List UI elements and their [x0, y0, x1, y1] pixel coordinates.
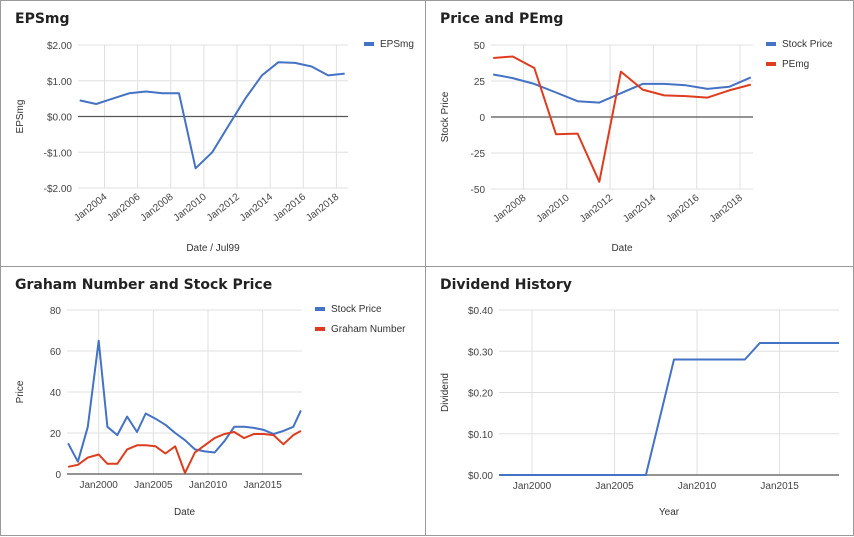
- chart-title: EPSmg: [15, 11, 70, 27]
- x-tick-label: Jan2010: [189, 480, 228, 491]
- x-tick-label: Jan2000: [80, 480, 119, 491]
- chart-svg-epsmg: $2.00$1.00$0.00-$1.00-$2.00Jan2004Jan200…: [15, 39, 414, 254]
- y-tick-label: 0: [479, 113, 485, 124]
- y-axis-label: Dividend: [440, 373, 451, 412]
- series-line: [67, 430, 302, 474]
- legend-swatch: [315, 327, 325, 331]
- y-tick-label: $0.00: [468, 471, 493, 482]
- chart-panel-price-pemg: Price and PEmg 50 25 0 -25 -50 Jan2008 Jan2010…: [425, 0, 854, 268]
- y-axis-label: Stock Price: [440, 91, 451, 142]
- y-tick-label: 50: [474, 41, 486, 52]
- series-line: [79, 61, 345, 170]
- y-axis-label: Price: [15, 380, 26, 403]
- chart-svg-dividend: $0.40 $0.30 $0.20 $0.10 $0.00 Jan2000 Jan2005 J…: [440, 306, 839, 518]
- legend-label: Graham Number: [331, 324, 406, 335]
- x-tick-label: Jan2015: [243, 480, 282, 491]
- legend-label: PEmg: [782, 59, 809, 70]
- x-tick-label: Jan2012: [578, 192, 615, 225]
- x-tick-label: Jan2005: [134, 480, 173, 491]
- x-tick-label: Jan2018: [304, 191, 341, 224]
- x-tick-label: Jan2010: [172, 191, 209, 224]
- y-tick-label: $2.00: [47, 41, 72, 52]
- chart-title: Dividend History: [440, 277, 572, 293]
- x-tick-label: Jan2016: [271, 191, 308, 224]
- x-tick-label: Jan2006: [105, 191, 142, 224]
- y-tick-label: 80: [50, 306, 62, 317]
- y-tick-label: 20: [50, 429, 62, 440]
- x-tick-label: Jan2005: [595, 481, 634, 492]
- series-line: [493, 55, 752, 183]
- x-tick-label: Jan2008: [139, 191, 176, 224]
- legend-label: Stock Price: [331, 304, 382, 315]
- chart-title: Graham Number and Stock Price: [15, 277, 273, 293]
- series-line: [493, 73, 752, 104]
- y-tick-label: $0.20: [468, 389, 493, 400]
- x-tick-label: Jan2010: [678, 481, 717, 492]
- x-tick-label: Jan2000: [513, 481, 552, 492]
- x-axis-label: Date: [611, 243, 633, 254]
- y-tick-label: -50: [471, 185, 486, 196]
- y-tick-label: 60: [50, 347, 62, 358]
- chart-title: Price and PEmg: [440, 11, 564, 27]
- x-axis-label: Year: [659, 507, 680, 518]
- x-tick-label: Jan2014: [621, 192, 658, 225]
- y-tick-label: -$2.00: [44, 184, 73, 195]
- y-tick-label: -$1.00: [44, 148, 73, 159]
- y-tick-label: $1.00: [47, 77, 72, 88]
- legend-swatch: [766, 62, 776, 66]
- legend-label: Stock Price: [782, 39, 833, 50]
- y-tick-label: $0.10: [468, 430, 493, 441]
- y-tick-label: -25: [471, 149, 486, 160]
- x-tick-label: Jan2008: [491, 192, 528, 225]
- x-tick-label: Jan2012: [205, 191, 242, 224]
- chart-panel-epsmg: EPSmg $2.00 $1.00 $0.00 -$1.00 -$2.00 Jan2004…: [0, 0, 426, 268]
- x-tick-label: Jan2015: [760, 481, 799, 492]
- y-tick-label: $0.00: [47, 113, 72, 124]
- y-tick-label: $0.40: [468, 306, 493, 317]
- x-axis-label: Date: [174, 507, 196, 518]
- x-axis-label: Date / Jul99: [186, 243, 240, 254]
- y-tick-label: 0: [55, 470, 61, 481]
- chart-panel-graham: Graham Number and Stock Price 80 60 40 20 0 J…: [0, 266, 426, 536]
- chart-panel-dividend: Dividend History $0.40 $0.30 $0.20 $0.10 $0.…: [425, 266, 854, 536]
- y-axis-label: EPSmg: [15, 100, 26, 134]
- x-tick-label: Jan2018: [708, 192, 745, 225]
- y-tick-label: 40: [50, 388, 62, 399]
- x-tick-label: Jan2014: [238, 191, 275, 224]
- chart-svg-graham: 80 60 40 20 0 Jan2000 Jan2005 Jan2010 Jan2015 Dat…: [15, 304, 406, 518]
- x-tick-label: Jan2010: [535, 192, 572, 225]
- y-tick-label: 25: [474, 77, 486, 88]
- legend-swatch: [315, 307, 325, 311]
- legend-swatch: [364, 42, 374, 46]
- series-line: [499, 342, 839, 476]
- series-line: [67, 339, 302, 463]
- legend-label: EPSmg: [380, 39, 414, 50]
- x-tick-label: Jan2016: [665, 192, 702, 225]
- legend-swatch: [766, 42, 776, 46]
- y-tick-label: $0.30: [468, 347, 493, 358]
- x-tick-label: Jan2004: [72, 191, 109, 224]
